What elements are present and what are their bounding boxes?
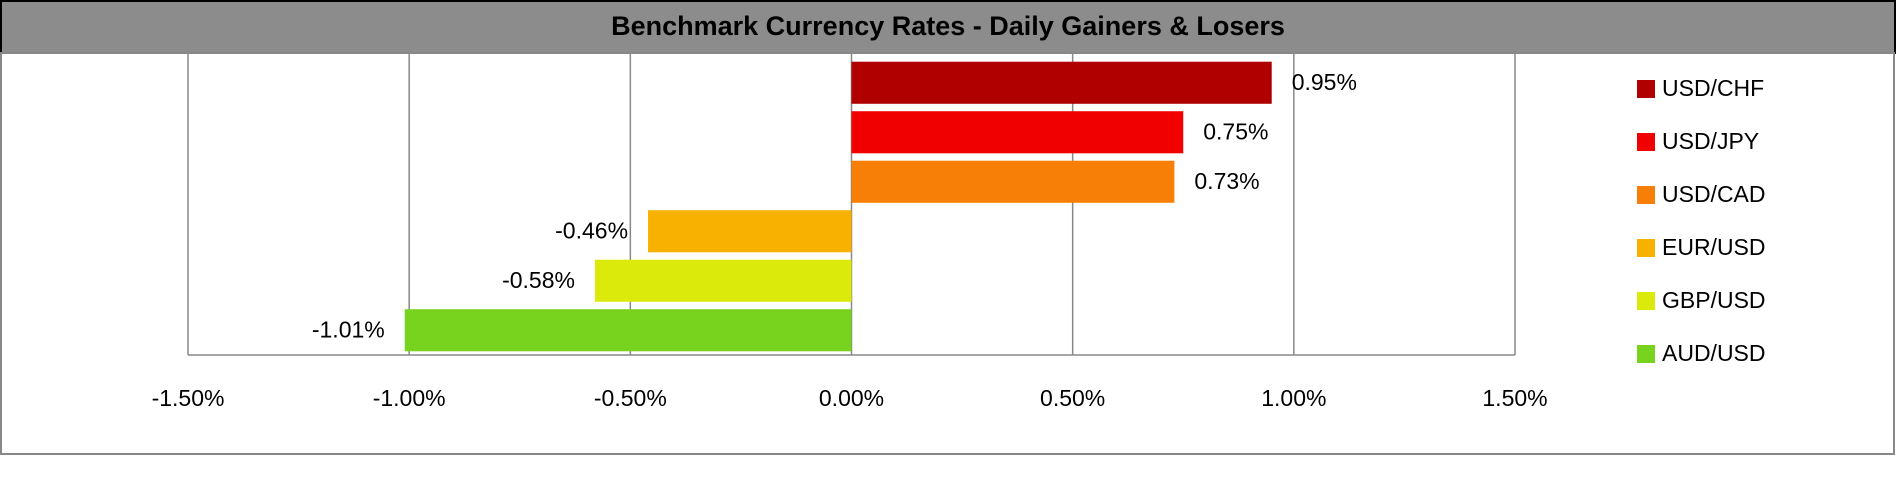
legend-label: USD/CAD — [1662, 181, 1766, 207]
x-tick-label: -1.50% — [152, 385, 225, 411]
legend-swatch — [1637, 239, 1655, 257]
x-tick-label: 1.50% — [1482, 385, 1547, 411]
data-label: -1.01% — [312, 316, 385, 342]
legend-label: AUD/USD — [1662, 340, 1766, 366]
legend-label: USD/JPY — [1662, 128, 1759, 154]
bar — [851, 61, 1272, 104]
chart-title: Benchmark Currency Rates - Daily Gainers… — [611, 11, 1285, 41]
legend-label: GBP/USD — [1662, 287, 1766, 313]
legend-swatch — [1637, 80, 1655, 98]
bar — [648, 210, 852, 253]
data-label: -0.58% — [502, 267, 575, 293]
legend-swatch — [1637, 186, 1655, 204]
data-label: 0.95% — [1292, 69, 1357, 95]
bar — [851, 160, 1175, 203]
bar — [851, 111, 1184, 154]
x-tick-label: -1.00% — [373, 385, 446, 411]
legend-swatch — [1637, 133, 1655, 151]
legend-swatch — [1637, 345, 1655, 363]
data-label: 0.75% — [1203, 118, 1268, 144]
legend-swatch — [1637, 292, 1655, 310]
x-tick-label: 0.00% — [819, 385, 884, 411]
legend-label: EUR/USD — [1662, 234, 1766, 260]
x-tick-label: -0.50% — [594, 385, 667, 411]
data-label: 0.73% — [1194, 168, 1259, 194]
x-tick-label: 1.00% — [1261, 385, 1326, 411]
x-tick-label: 0.50% — [1040, 385, 1105, 411]
bar — [594, 259, 852, 302]
bar — [404, 309, 852, 352]
legend-label: USD/CHF — [1662, 75, 1764, 101]
data-label: -0.46% — [555, 217, 628, 243]
title-bar — [0, 0, 1896, 54]
